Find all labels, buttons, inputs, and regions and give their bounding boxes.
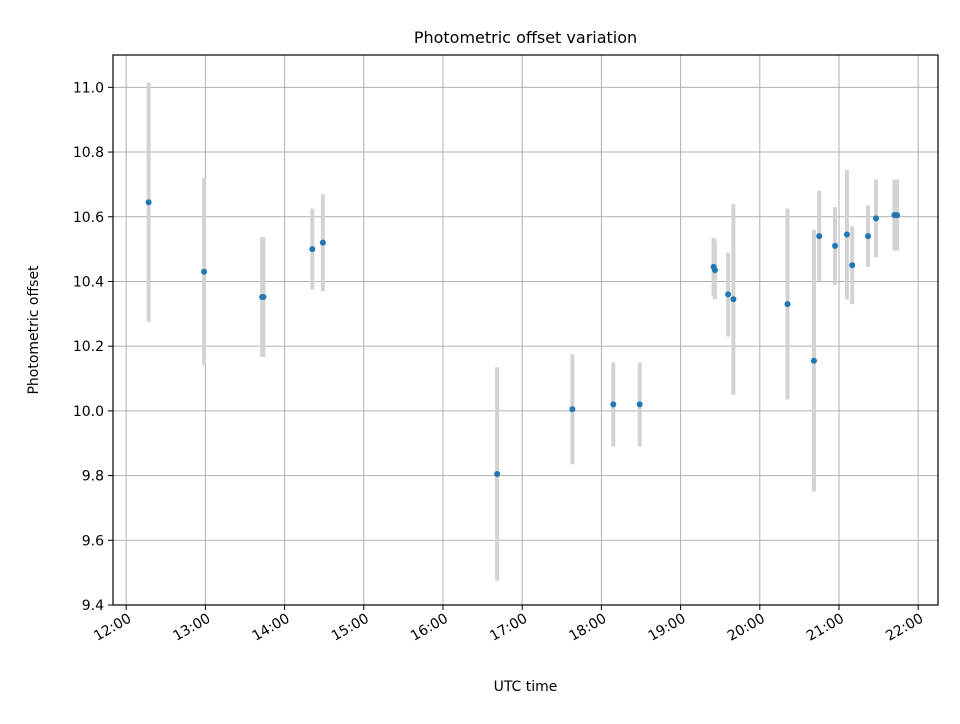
data-point [816,233,823,240]
x-axis-label: UTC time [494,679,558,695]
y-tick-label: 10.2 [73,339,104,355]
data-point [894,212,901,219]
data-point [201,268,208,275]
y-tick-label: 11.0 [73,80,104,96]
data-point [260,294,267,300]
data-point [309,246,316,253]
data-point [711,267,718,274]
data-points [145,199,901,477]
data-point [145,199,152,206]
data-point [843,231,850,238]
y-tick-label: 10.8 [73,145,104,161]
data-point [569,406,576,413]
y-tick-label: 9.8 [82,469,104,485]
data-point [810,357,817,364]
data-point [636,401,643,408]
data-point [725,291,732,298]
data-point [784,301,791,308]
data-point [494,470,501,477]
data-point [865,233,872,240]
y-axis-label: Photometric offset [26,265,42,395]
data-point [610,401,617,408]
y-tick-label: 9.6 [82,533,104,549]
data-point [849,262,856,269]
data-point [832,242,839,249]
data-point [319,239,326,246]
y-tick-label: 10.4 [73,274,104,290]
data-point [730,296,737,303]
data-point [872,215,879,222]
y-tick-label: 10.0 [73,404,104,420]
chart-title: Photometric offset variation [414,28,637,47]
plot-frame [112,54,939,606]
y-tick-label: 10.6 [73,210,104,226]
y-tick-label: 9.4 [82,598,104,614]
